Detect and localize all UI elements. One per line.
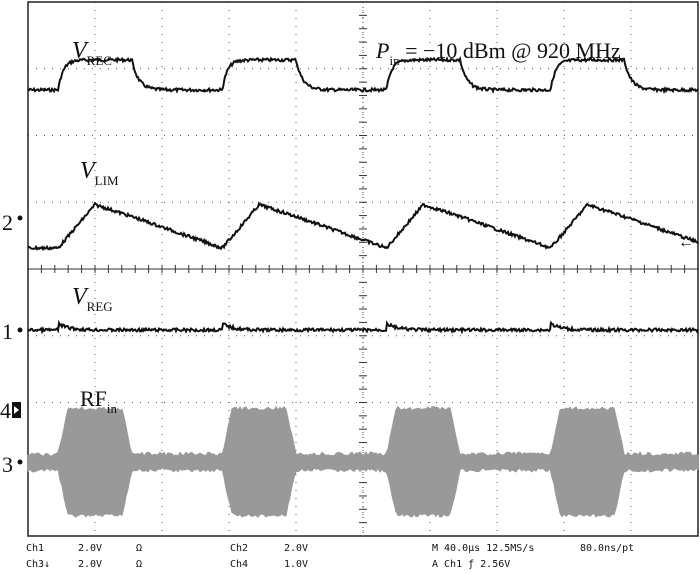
channel-marker-1: 1 — [2, 319, 23, 344]
graticule-border — [27, 1, 699, 537]
traces — [27, 55, 699, 518]
svg-text:1: 1 — [2, 319, 13, 344]
series-label-rfin: RFin — [80, 386, 118, 416]
ch1-impedance: Ω — [136, 543, 142, 554]
ch3-label: Ch3↓ — [26, 559, 50, 570]
timebase: M 40.0µs 12.5MS/s — [432, 543, 534, 554]
svg-text:3: 3 — [2, 452, 13, 477]
ch4-label: Ch4 — [230, 559, 248, 570]
trace-reg — [27, 319, 699, 335]
channel-marker-4: 4 — [0, 398, 21, 423]
series-label-vlim: VLIM — [80, 158, 119, 188]
trigger-setting: A Ch1 ƒ 2.56V — [432, 559, 510, 570]
channel-marker-2: 2 — [2, 210, 23, 235]
trigger-level-marker: ← — [678, 234, 694, 251]
ch3-impedance: Ω — [136, 559, 142, 570]
ch1-volts: 2.0V — [78, 543, 102, 554]
trace-lim — [28, 201, 699, 252]
ch1-label: Ch1 — [26, 543, 44, 554]
power-annotation: Pin = −10 dBm @ 920 MHz — [375, 38, 621, 68]
ch3-volts: 2.0V — [78, 559, 102, 570]
trace-rfin — [27, 405, 699, 518]
trace-rec — [27, 55, 699, 95]
svg-text:4: 4 — [0, 398, 11, 423]
channel-marker-3: 3 — [2, 452, 23, 477]
svg-text:2: 2 — [2, 210, 13, 235]
ch4-volts: 1.0V — [284, 559, 308, 570]
series-label-vrec: VREC — [72, 38, 112, 68]
ch2-volts: 2.0V — [284, 543, 308, 554]
resolution: 80.0ns/pt — [580, 543, 634, 554]
series-label-vreg: VREG — [72, 284, 113, 314]
ch2-label: Ch2 — [230, 543, 248, 554]
status-bar: Ch1 2.0V Ω Ch2 2.0V M 40.0µs 12.5MS/s 80… — [26, 543, 634, 570]
